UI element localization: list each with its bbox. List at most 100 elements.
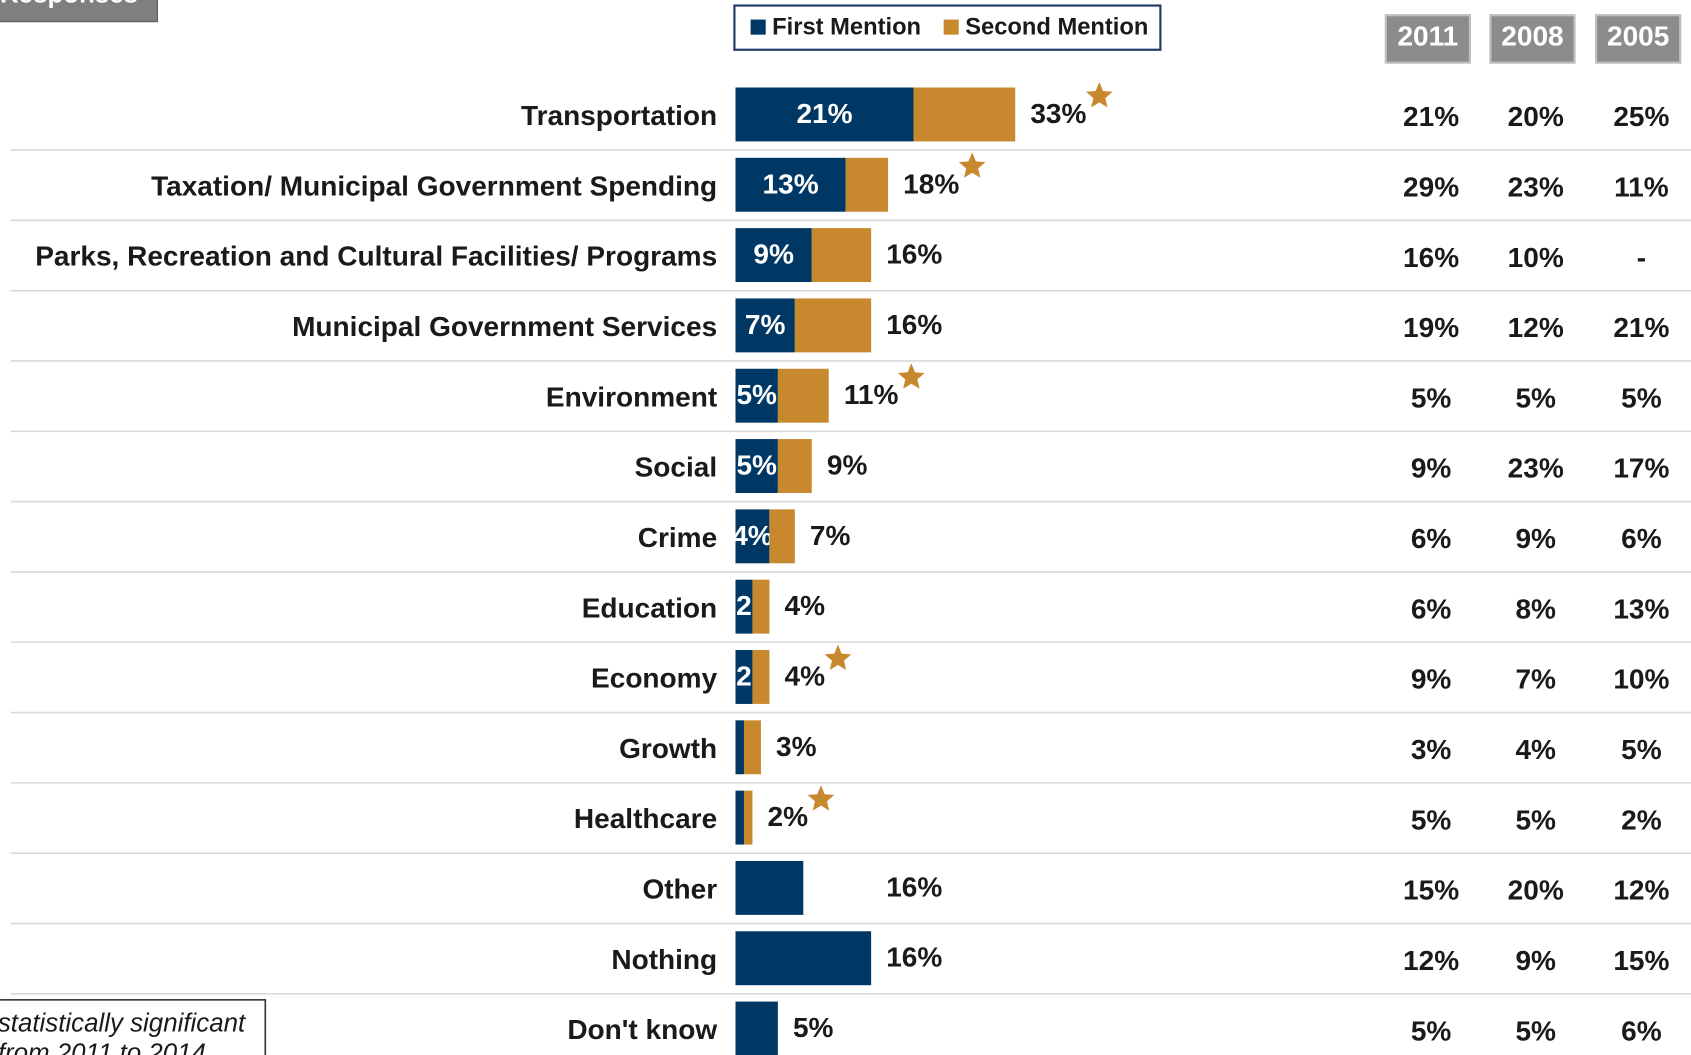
year-header <box>1595 14 1682 64</box>
significance-star <box>824 644 852 670</box>
total-label: 16% <box>886 239 942 270</box>
history-value: 11% <box>1614 171 1669 202</box>
bar-segment <box>769 509 795 564</box>
bar-segment <box>735 368 778 423</box>
bar-segment <box>777 439 812 493</box>
history-value: 16% <box>1403 242 1459 273</box>
bar-segment <box>735 298 795 353</box>
total-label: 16% <box>886 942 942 973</box>
history-value: 2% <box>1621 804 1662 835</box>
history-value: 20% <box>1508 875 1564 906</box>
history-value: 5% <box>1411 1015 1452 1046</box>
history-value: 9% <box>1515 945 1556 976</box>
bar-segment <box>743 720 761 775</box>
history-value: 23% <box>1508 171 1564 202</box>
total-label: 3% <box>776 731 817 762</box>
significance-star <box>958 152 986 178</box>
category-label: Other <box>642 874 717 905</box>
bar-segment <box>777 368 829 423</box>
history-value: 21% <box>1403 101 1459 132</box>
year-header-text: 2011 <box>1397 20 1458 51</box>
history-value: 15% <box>1403 875 1459 906</box>
bar-segment <box>752 650 770 704</box>
total-label: 4% <box>785 660 826 691</box>
history-value: 5% <box>1621 734 1662 765</box>
bar-segment <box>735 860 804 915</box>
history-value: 12% <box>1403 945 1459 976</box>
bar-segment <box>735 439 778 493</box>
category-label: Education <box>582 592 717 623</box>
bar-value-label: 4% <box>732 520 773 551</box>
history-value: 15% <box>1613 945 1669 976</box>
legend-swatch <box>750 19 766 35</box>
bar-value-label: 9% <box>753 239 794 270</box>
bar-segment <box>735 228 812 283</box>
history-value: 6% <box>1621 1015 1662 1046</box>
bar-value-label: 2 <box>736 590 752 621</box>
history-value: 23% <box>1508 453 1564 484</box>
history-value: 10% <box>1508 242 1564 273</box>
bar-segment <box>743 790 753 845</box>
bar-value-label: 7% <box>745 309 786 340</box>
history-value: 9% <box>1411 453 1452 484</box>
bar-segment <box>735 650 753 704</box>
category-label: Transportation <box>521 100 717 131</box>
total-label: 33% <box>1030 98 1086 129</box>
history-value: 4% <box>1515 734 1556 765</box>
legend-swatch <box>943 19 959 35</box>
history-value: 25% <box>1613 101 1669 132</box>
total-label: 5% <box>793 1012 834 1043</box>
bar-segment <box>845 157 889 212</box>
history-value: 6% <box>1411 593 1452 624</box>
total-label: 16% <box>886 309 942 340</box>
bar-segment <box>735 1001 778 1055</box>
legend-label: Second Mention <box>965 14 1148 40</box>
year-header-text: 2005 <box>1607 20 1669 51</box>
history-value: 3% <box>1411 734 1452 765</box>
bar-segment <box>752 579 770 634</box>
significance-star <box>1085 82 1113 108</box>
total-label: 4% <box>785 590 826 621</box>
history-value: 19% <box>1403 312 1459 343</box>
bar-segment <box>735 87 914 142</box>
history-value: 7% <box>1515 664 1556 695</box>
history-value: 5% <box>1515 382 1556 413</box>
bar-segment <box>735 931 872 986</box>
history-value: 29% <box>1403 171 1459 202</box>
bar-value-label: 21% <box>796 98 852 129</box>
bar-segment <box>913 87 1016 142</box>
category-label: Taxation/ Municipal Government Spending <box>151 170 717 201</box>
history-value: 5% <box>1621 382 1662 413</box>
bar-segment <box>811 228 872 283</box>
bar-value-label: 13% <box>763 168 819 199</box>
history-value: 9% <box>1411 664 1452 695</box>
bar-value-label: 2 <box>736 660 752 691</box>
history-value: 6% <box>1621 523 1662 554</box>
category-label: Environment <box>546 381 717 412</box>
category-label: Nothing <box>611 944 717 975</box>
history-value: 5% <box>1515 1015 1556 1046</box>
category-label: Crime <box>638 522 717 553</box>
bar-segment <box>735 790 744 845</box>
bar-value-label: 5% <box>736 379 777 410</box>
bar-segment <box>735 509 770 564</box>
total-label: 16% <box>886 871 942 902</box>
history-value: 5% <box>1411 804 1452 835</box>
year-header <box>1384 14 1471 64</box>
category-label: Social <box>635 452 718 483</box>
total-label: 18% <box>903 168 959 199</box>
bar-segment <box>735 157 846 212</box>
history-value: 10% <box>1613 664 1669 695</box>
history-value: - <box>1637 242 1646 273</box>
significance-star <box>807 785 835 811</box>
category-label: Don't know <box>567 1014 717 1045</box>
history-value: 21% <box>1613 312 1669 343</box>
year-header-text: 2008 <box>1501 20 1563 51</box>
category-label: Growth <box>619 733 717 764</box>
history-value: 9% <box>1515 523 1556 554</box>
history-value: 12% <box>1508 312 1564 343</box>
category-label: Municipal Government Services <box>292 311 717 342</box>
legend-label: First Mention <box>772 14 921 40</box>
history-value: 8% <box>1515 593 1556 624</box>
